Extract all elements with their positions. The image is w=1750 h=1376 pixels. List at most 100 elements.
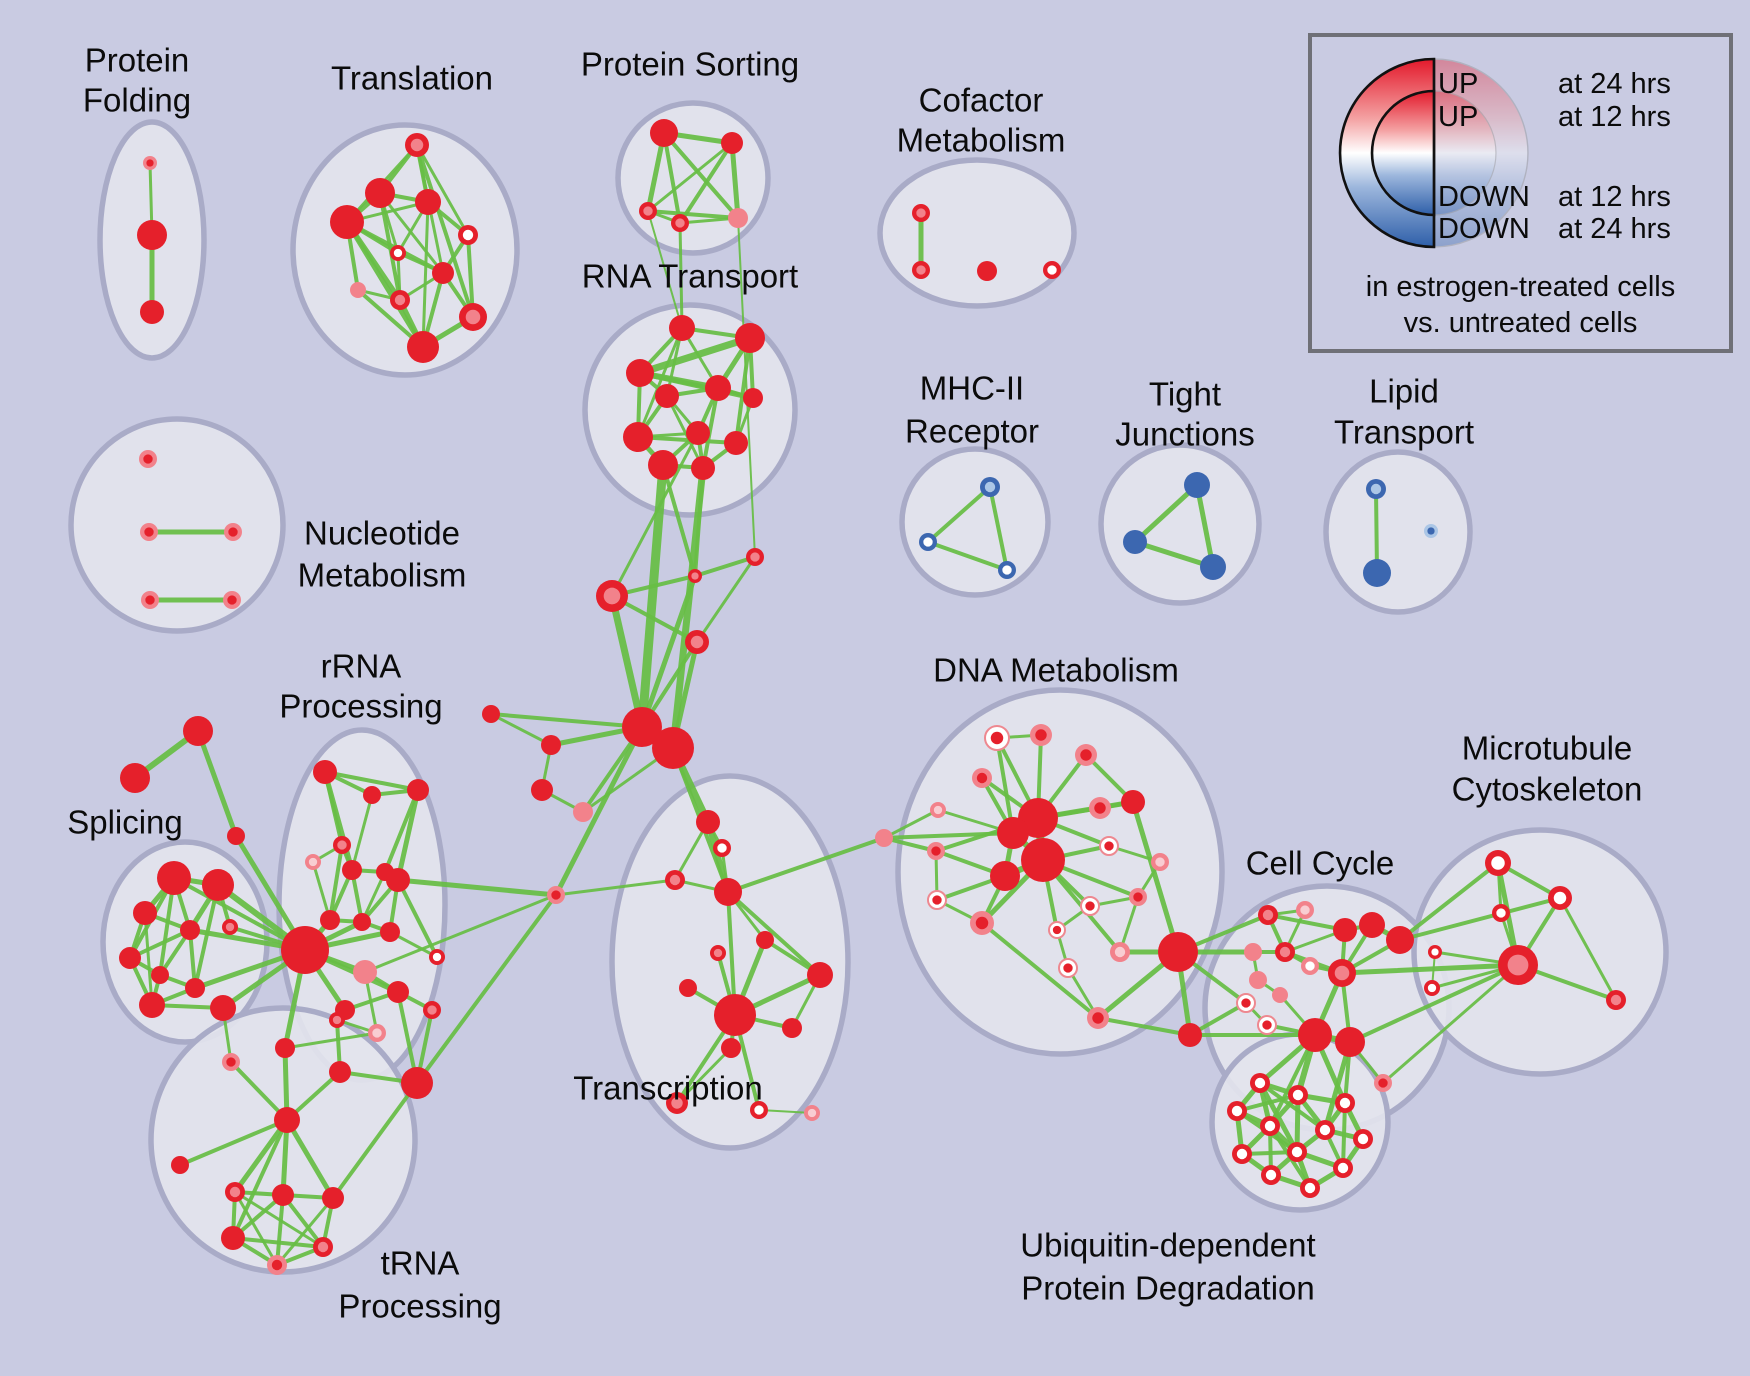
- node: [120, 763, 150, 793]
- cluster-label-translation: Translation: [331, 60, 493, 97]
- edge: [360, 870, 387, 924]
- cluster-label-nucleotide-metabolism: Nucleotide: [304, 515, 460, 552]
- node: [691, 456, 715, 480]
- edge: [678, 141, 734, 225]
- node: [1021, 838, 1065, 882]
- node: [342, 860, 362, 880]
- edge: [331, 1081, 419, 1200]
- node: [705, 375, 731, 401]
- node-core: [465, 309, 481, 325]
- cluster-label-trna-processing: tRNA: [381, 1245, 460, 1282]
- node-core: [1305, 961, 1315, 971]
- node: [623, 422, 653, 452]
- node-core: [427, 1005, 437, 1015]
- node: [157, 861, 191, 895]
- node-core: [1085, 901, 1095, 911]
- node-core: [432, 952, 442, 962]
- edge: [195, 728, 239, 839]
- legend-row4-time: at 24 hrs: [1558, 213, 1671, 245]
- node-core: [713, 948, 723, 958]
- cluster-label-microtubule-cytoskeleton: Microtubule: [1462, 730, 1633, 767]
- node-core: [984, 481, 996, 493]
- node-core: [146, 159, 154, 167]
- node: [652, 727, 694, 769]
- node: [990, 861, 1020, 891]
- node-core: [1262, 909, 1274, 921]
- node-core: [226, 1057, 236, 1067]
- edge: [639, 573, 698, 730]
- node: [531, 779, 553, 801]
- edge: [726, 836, 886, 894]
- node-core: [1337, 1162, 1349, 1174]
- node-core: [1133, 892, 1143, 902]
- edge: [926, 485, 992, 544]
- cluster-label-nucleotide-metabolism: Metabolism: [298, 557, 467, 594]
- edge: [421, 200, 430, 349]
- edge: [283, 1031, 379, 1050]
- cluster-label-protein-sorting: Protein Sorting: [581, 46, 799, 83]
- edge: [415, 143, 475, 319]
- node: [728, 208, 748, 228]
- node-core: [1357, 1133, 1369, 1145]
- cluster-label-cofactor-metabolism: Cofactor: [919, 82, 1044, 119]
- node: [807, 962, 833, 988]
- node: [1272, 987, 1288, 1003]
- node-core: [462, 229, 474, 241]
- node: [756, 931, 774, 949]
- node-core: [1254, 1077, 1266, 1089]
- edge: [395, 787, 421, 883]
- cluster-protein-sorting: [615, 100, 771, 256]
- node: [735, 323, 765, 353]
- node-core: [1114, 946, 1126, 958]
- node-core: [1304, 1182, 1316, 1194]
- node: [415, 189, 441, 215]
- cluster-cofactor-metabolism: [877, 157, 1077, 309]
- node-core: [675, 218, 685, 228]
- edge: [231, 1118, 289, 1240]
- node-core: [931, 846, 941, 856]
- node-core: [975, 916, 989, 930]
- node-core: [933, 805, 943, 815]
- node: [1249, 971, 1267, 989]
- node: [721, 1038, 741, 1058]
- node: [274, 1107, 300, 1133]
- cluster-label-ubiquitin-degradation: Ubiquitin-dependent: [1020, 1227, 1315, 1264]
- node-core: [1035, 729, 1047, 741]
- node-core: [932, 895, 942, 905]
- edge: [1132, 539, 1216, 570]
- edge: [178, 1118, 289, 1167]
- cluster-label-splicing: Splicing: [67, 804, 183, 841]
- edge: [646, 209, 740, 220]
- edge: [1258, 1081, 1327, 1132]
- node-core: [643, 206, 653, 216]
- legend-row4-direction: DOWN: [1438, 213, 1530, 245]
- edge: [636, 334, 754, 377]
- node-core: [229, 1186, 241, 1198]
- edge: [489, 712, 644, 729]
- legend-row3-time: at 12 hrs: [1558, 181, 1671, 213]
- node-core: [1507, 954, 1529, 976]
- node-core: [1291, 1146, 1303, 1158]
- node-core: [1427, 527, 1435, 535]
- edge: [275, 1193, 285, 1267]
- node-core: [332, 1015, 342, 1025]
- edge: [172, 876, 307, 952]
- node: [1363, 559, 1391, 587]
- node: [353, 913, 371, 931]
- node: [622, 707, 662, 747]
- cluster-lipid-transport: [1323, 449, 1473, 615]
- edge: [553, 724, 645, 898]
- edge: [323, 770, 420, 792]
- legend-note-line1: in estrogen-treated cells: [1365, 271, 1676, 303]
- cluster-label-trna-processing: Processing: [338, 1288, 501, 1325]
- edge: [737, 217, 756, 558]
- cluster-rna-transport: [582, 302, 798, 518]
- node: [432, 262, 454, 284]
- cluster-label-lipid-transport: Lipid: [1369, 373, 1439, 410]
- legend-inner-right-half: [1433, 90, 1497, 216]
- cluster-label-cofactor-metabolism: Metabolism: [897, 122, 1066, 159]
- node: [407, 779, 429, 801]
- node-core: [690, 635, 704, 649]
